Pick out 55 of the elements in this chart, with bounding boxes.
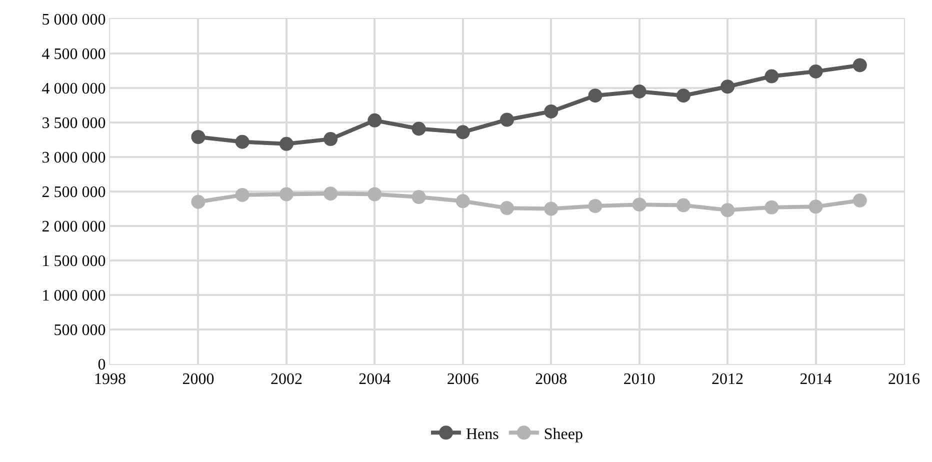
point [544,202,558,216]
legend-label: Hens [466,426,499,443]
x-tick-label: 2000 [182,371,214,388]
y-tick-label: 3 000 000 [42,150,106,167]
point [412,122,426,136]
y-tick-label: 2 500 000 [42,184,106,202]
point [191,130,206,144]
point [676,88,690,103]
legend-label: Sheep [544,426,583,443]
x-tick-label: 1998 [94,371,126,388]
x-tick-label: 2010 [623,371,656,388]
point [764,200,779,214]
y-tick-label: 1 500 000 [42,253,106,270]
point [279,136,294,151]
point [368,187,382,202]
point [324,186,338,201]
point [456,125,470,140]
point [544,104,558,118]
point [235,188,250,202]
point [279,187,294,202]
y-tick-label: 500 000 [54,322,106,340]
point [808,64,823,78]
point [588,88,602,103]
point [324,132,338,146]
point [632,198,646,212]
point [852,193,867,208]
point [412,190,426,204]
y-tick-label: 5 000 000 [42,12,106,29]
point [764,69,779,84]
x-tick-label: 2012 [712,371,744,388]
y-tick-label: 4 000 000 [42,80,106,98]
y-tick-label: 2 000 000 [42,218,106,236]
point [500,112,514,127]
y-tick-label: 3 500 000 [42,115,106,132]
point [632,84,646,98]
y-tick-label: 0 [98,356,106,374]
point [191,194,206,209]
x-tick-label: 2014 [800,371,832,388]
x-tick-label: 2004 [358,371,391,388]
point [720,80,735,94]
point [588,198,602,213]
point [808,200,823,214]
point [368,113,382,128]
x-tick-label: 2006 [446,371,479,388]
y-tick-label: 4 500 000 [42,46,106,64]
point [500,201,514,216]
y-tick-label: 1 000 000 [42,288,106,305]
x-tick-label: 2008 [535,371,568,388]
point [456,194,470,208]
point [852,58,867,72]
x-tick-label: 2016 [888,371,920,388]
point [720,203,735,218]
point [235,134,250,149]
point [676,198,690,212]
x-tick-label: 2002 [270,371,302,388]
